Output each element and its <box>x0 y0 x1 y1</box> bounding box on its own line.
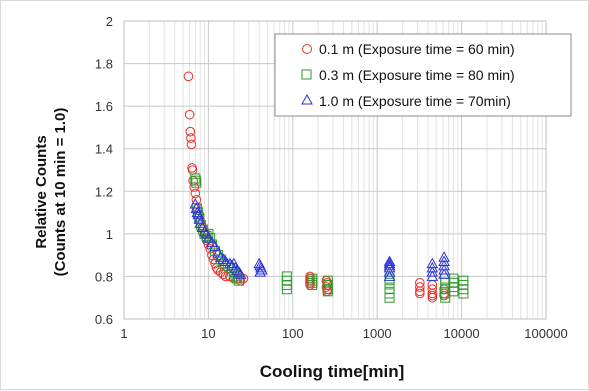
y-tick-label: 0.6 <box>95 312 113 327</box>
legend-marker-triangle-icon <box>301 93 313 105</box>
data-point-square <box>191 177 202 188</box>
legend: 0.1 m (Exposure time = 60 min) 0.3 m (Ex… <box>274 33 572 117</box>
data-point-circle <box>427 292 438 303</box>
legend-item-2: 1.0 m (Exposure time = 70min) <box>301 93 511 109</box>
data-point-triangle <box>438 264 450 275</box>
y-tick-label: 1.2 <box>95 184 113 199</box>
series-1 <box>190 173 469 303</box>
data-point-square <box>307 279 318 290</box>
data-point-square <box>440 292 451 303</box>
data-point-triangle <box>227 257 240 269</box>
data-point-square <box>384 277 395 288</box>
data-point-circle <box>186 139 197 150</box>
legend-label-2: 1.0 m (Exposure time = 70min) <box>319 93 511 109</box>
y-tick-label: 1 <box>106 227 113 242</box>
data-point-circle <box>415 288 425 299</box>
data-point-triangle <box>217 253 230 264</box>
data-point-triangle <box>254 266 266 277</box>
x-tick-label: 10000 <box>444 326 480 341</box>
data-point-circle <box>415 282 425 292</box>
x-tick-label: 100000 <box>524 326 567 341</box>
data-point-triangle <box>214 251 227 262</box>
legend-box <box>274 33 572 117</box>
series-2 <box>189 198 450 281</box>
data-point-circle <box>439 290 449 301</box>
data-point-square <box>190 175 201 186</box>
legend-marker-square-icon <box>301 69 312 80</box>
y-axis-title-line2: (Counts at 10 min = 1.0) <box>52 108 69 277</box>
legend-item-0: 0.1 m (Exposure time = 60 min) <box>302 41 515 57</box>
y-tick-label: 0.8 <box>95 269 113 284</box>
x-tick-label: 1 <box>120 326 127 341</box>
data-point-triangle <box>192 208 205 220</box>
y-tick-label: 1.8 <box>95 57 113 72</box>
legend-label-0: 0.1 m (Exposure time = 60 min) <box>319 41 515 57</box>
data-point-triangle <box>426 266 439 277</box>
data-point-circle <box>427 290 438 301</box>
data-point-triangle <box>383 270 396 281</box>
data-point-triangle <box>383 266 396 277</box>
data-point-triangle <box>193 212 206 224</box>
data-point-triangle <box>383 255 396 267</box>
legend-marker-circle-icon <box>302 44 312 54</box>
data-point-square <box>384 292 395 303</box>
data-point-square <box>458 288 469 299</box>
x-tick-label: 100 <box>282 326 304 341</box>
data-point-triangle <box>234 268 247 279</box>
data-point-triangle <box>383 259 396 271</box>
data-points <box>183 71 469 303</box>
data-point-circle <box>190 188 201 199</box>
data-point-circle <box>185 126 196 137</box>
y-tick-label: 1.4 <box>95 142 113 157</box>
data-point-circle <box>186 133 196 143</box>
data-point-circle <box>184 109 195 120</box>
y-tick-label: 1.6 <box>95 99 113 114</box>
data-point-triangle <box>202 232 215 243</box>
data-point-triangle <box>438 268 450 279</box>
data-point-square <box>281 284 292 295</box>
plot-area-border <box>123 20 547 320</box>
y-axis-title-line1: Relative Counts <box>33 135 50 248</box>
tick-labels: 1 10 100 1000 10000 100000 0.6 0.8 1 1.2 1.4 1.6 1.8… <box>95 14 568 341</box>
data-point-circle <box>183 71 194 82</box>
x-tick-label: 1000 <box>363 326 392 341</box>
x-tick-label: 10 <box>201 326 215 341</box>
data-point-triangle <box>189 198 202 209</box>
data-point-triangle <box>198 225 211 237</box>
data-point-triangle <box>209 240 221 252</box>
legend-item-1: 0.3 m (Exposure time = 80 min) <box>301 67 515 83</box>
data-point-square <box>322 286 333 297</box>
y-tick-label: 2 <box>106 14 113 29</box>
data-point-triangle <box>426 270 439 281</box>
x-axis-title: Cooling time[min] <box>260 362 404 381</box>
data-point-square <box>448 286 459 297</box>
legend-label-1: 0.3 m (Exposure time = 80 min) <box>319 67 515 83</box>
